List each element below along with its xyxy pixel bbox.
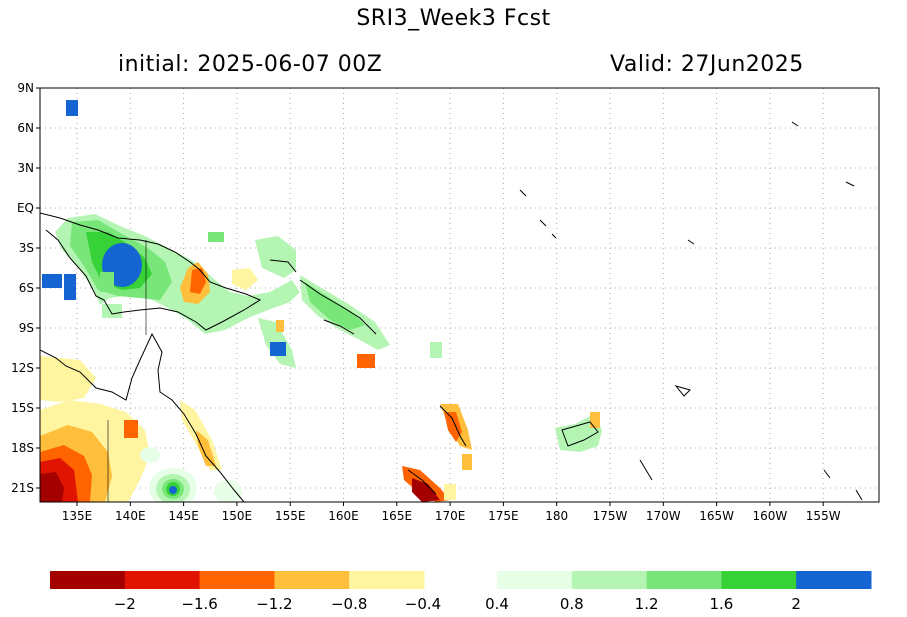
legend-swatch: [796, 571, 872, 589]
vanuatu-darkorange: [444, 412, 462, 442]
legend-swatch: [646, 571, 722, 589]
lon-label: 155W: [806, 509, 841, 523]
lon-label: 165E: [382, 509, 413, 523]
lat-label: 6S: [19, 281, 34, 295]
lon-label: 170W: [646, 509, 681, 523]
lon-label: 165W: [699, 509, 734, 523]
legend-label: 2: [791, 595, 801, 613]
legend-swatch: [571, 571, 648, 589]
legend-label: 0.4: [485, 595, 509, 613]
vanuatu-south: [462, 454, 472, 470]
valid-date: Valid: 27Jun2025: [610, 52, 804, 77]
lat-label: 9N: [17, 81, 34, 95]
islands-green: [208, 232, 224, 242]
legend-swatch: [274, 571, 350, 589]
plot-frame: [39, 87, 880, 503]
legend-label: 1.2: [635, 595, 659, 613]
legend-swatch: [199, 571, 275, 589]
lat-label: 9S: [19, 321, 34, 335]
lat-label: 12S: [11, 361, 34, 375]
louisiade-blue: [270, 342, 286, 356]
lon-label: 155E: [275, 509, 306, 523]
png-highlands-dark: [190, 268, 206, 294]
lon-label: 170E: [435, 509, 466, 523]
lon-axis-labels: 135E 140E 145E 150E 155E 160E 165E 170E 175E 180 1…: [62, 502, 841, 523]
qld-coast-orange: [196, 430, 216, 466]
map-title: SRI3_Week3 Fcst: [356, 6, 551, 31]
lat-label: 3N: [17, 161, 34, 175]
legend-label: 1.6: [709, 595, 733, 613]
fiji-orange: [590, 412, 600, 428]
lon-label: 160E: [328, 509, 359, 523]
arafura-green: [102, 304, 122, 318]
lat-label: 21S: [11, 481, 34, 495]
new-cal-darkred: [412, 478, 440, 502]
lon-label: 175E: [488, 509, 519, 523]
lon-label: 135E: [62, 509, 93, 523]
legend-label: −2: [114, 595, 136, 613]
legend-swatch: [721, 571, 797, 589]
louisiade-orange: [276, 320, 284, 332]
initial-time: initial: 2025-06-07 00Z: [118, 52, 383, 77]
lat-label: EQ: [17, 201, 34, 215]
lon-label: 140E: [115, 509, 146, 523]
legend-swatch: [124, 571, 201, 589]
legend-label: −0.4: [405, 595, 441, 613]
rennell-orange: [357, 354, 375, 368]
loyalty-yellow: [444, 484, 456, 500]
anomaly-shading: [40, 100, 602, 502]
png-yellow: [232, 268, 258, 290]
lat-label: 3S: [19, 241, 34, 255]
legend-swatch: [497, 571, 573, 589]
west-papua-blue: [42, 274, 62, 288]
legend-labels: −2 −1.6 −1.2 −0.8 −0.4 0.4 0.8 1.2 1.6 2: [114, 595, 801, 613]
coastlines: [40, 121, 863, 502]
legend-swatch: [349, 571, 425, 589]
australia-darkred: [40, 472, 64, 502]
lat-label: 15S: [11, 401, 34, 415]
lat-label: 6N: [17, 121, 34, 135]
cape-york-orange: [124, 420, 138, 438]
new-ireland-green: [255, 236, 296, 278]
gulf-yellow: [40, 356, 96, 402]
lat-axis-labels: 9N 6N 3N EQ 3S 6S 9S 12S 15S 18S 21S: [11, 81, 40, 495]
legend-label: −1.6: [181, 595, 217, 613]
lat-label: 18S: [11, 441, 34, 455]
qld-blob-6: [214, 480, 242, 502]
west-papua-blue-2: [64, 274, 76, 300]
halmahera-blue: [66, 100, 78, 116]
legend-label: −0.8: [331, 595, 367, 613]
lon-label: 160W: [753, 509, 788, 523]
aru-green: [100, 272, 114, 292]
lon-label: 175W: [593, 509, 628, 523]
qld-blob-7: [140, 447, 160, 463]
legend-swatch: [50, 571, 126, 589]
lon-label: 180: [545, 509, 568, 523]
lon-label: 145E: [168, 509, 199, 523]
santa-cruz-green: [430, 342, 442, 358]
legend-label: −1.2: [256, 595, 292, 613]
lon-label: 150E: [222, 509, 253, 523]
color-legend: [50, 571, 872, 589]
qld-blob-5: [169, 486, 177, 494]
legend-label: 0.8: [560, 595, 584, 613]
